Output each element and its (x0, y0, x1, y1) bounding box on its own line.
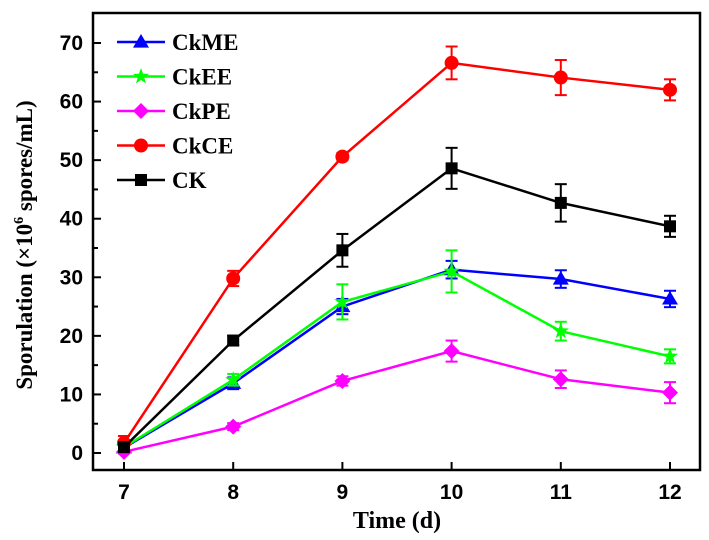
legend-label: CkCE (172, 134, 233, 159)
data-point (553, 70, 568, 85)
legend-marker (133, 103, 149, 119)
plot-area: 7 8 9 10 11 12 0 10 20 30 40 50 60 70 CkME CkEE CkPE CkCE… (60, 11, 702, 504)
data-point (552, 271, 569, 285)
data-point (552, 322, 569, 338)
y-tick-label: 60 (60, 91, 83, 114)
legend-marker (135, 174, 147, 186)
plot-frame (91, 11, 702, 472)
series-ckee (115, 249, 679, 454)
y-axis-label: Sporulation (×106 spores/mL) (12, 100, 37, 389)
data-point (554, 196, 567, 209)
data-point (445, 162, 458, 175)
x-tick-label: 11 (550, 481, 573, 504)
x-tick-label: 9 (337, 481, 349, 504)
legend: CkME CkEE CkPE CkCE CK (117, 30, 238, 193)
data-point (335, 149, 350, 164)
data-point (225, 371, 242, 387)
data-point (661, 347, 679, 364)
legend-label: CkPE (172, 99, 231, 124)
series-ck (118, 146, 676, 454)
y-tick-label: 40 (60, 208, 83, 231)
data-point (118, 441, 130, 454)
y-tick-label: 30 (60, 266, 83, 289)
y-tick-label: 0 (71, 442, 83, 465)
data-point (552, 371, 569, 388)
legend-label: CkME (172, 30, 238, 55)
y-tick-label: 50 (60, 149, 83, 172)
y-tick-label: 10 (60, 383, 83, 406)
data-point (664, 220, 676, 233)
data-point (443, 343, 460, 360)
y-axis-label-prefix: Sporulation (×10 (12, 224, 37, 390)
data-point (663, 82, 677, 97)
y-axis-label-sup: 6 (12, 217, 27, 224)
legend-marker (134, 138, 148, 153)
data-point (662, 384, 678, 401)
data-point (443, 262, 460, 279)
data-point (444, 55, 459, 70)
data-point (225, 418, 242, 435)
legend-label: CkEE (172, 65, 232, 90)
series-line (123, 270, 671, 449)
data-point (334, 372, 351, 389)
series-line (123, 349, 671, 454)
legend-label: CK (172, 168, 207, 193)
data-point (226, 271, 241, 286)
x-axis-label: Time (d) (353, 508, 441, 534)
y-axis-label-suffix: spores/mL) (12, 100, 37, 217)
y-tick-label: 20 (60, 325, 83, 348)
data-point (336, 244, 349, 257)
data-point (662, 290, 678, 305)
legend-marker (133, 34, 149, 48)
x-tick-label: 7 (118, 481, 130, 504)
data-point (227, 334, 240, 347)
series-line (122, 61, 671, 444)
x-tick-label: 10 (440, 481, 463, 504)
y-tick-label: 70 (60, 32, 83, 55)
x-tick-label: 12 (658, 481, 681, 504)
series-line (123, 166, 671, 449)
data-point (334, 293, 351, 309)
legend-marker (132, 68, 150, 84)
series-ckce (117, 45, 677, 452)
x-tick-label: 8 (227, 481, 239, 504)
series-line (123, 268, 671, 449)
series-ckme (116, 259, 678, 454)
